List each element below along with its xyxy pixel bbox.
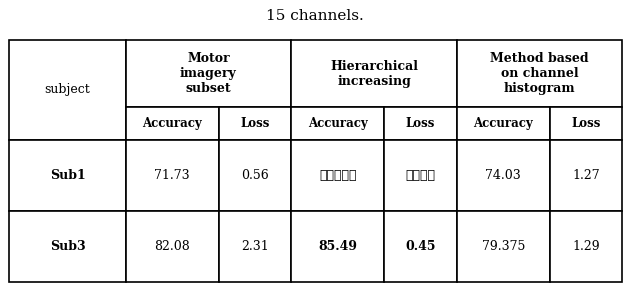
Bar [125, 211, 219, 282]
Text: 0.56: 0.56 [241, 169, 269, 182]
Text: Loss: Loss [240, 117, 270, 130]
Bar [384, 139, 457, 211]
Bar [384, 211, 457, 282]
Bar [125, 40, 291, 107]
Bar [9, 211, 125, 282]
Text: 71.73: 71.73 [154, 169, 190, 182]
Bar [219, 107, 291, 139]
Text: 79.375: 79.375 [482, 240, 525, 253]
Bar [550, 139, 622, 211]
Text: 82.08: 82.08 [154, 240, 190, 253]
Text: Motor
imagery
subset: Motor imagery subset [180, 52, 237, 95]
Bar [9, 139, 125, 211]
Text: 1.27: 1.27 [572, 169, 600, 182]
Text: Loss: Loss [571, 117, 601, 130]
Text: ٠،٤٢: ٠،٤٢ [406, 169, 435, 182]
Bar [291, 40, 457, 107]
Text: Method based
on channel
histogram: Method based on channel histogram [490, 52, 589, 95]
Bar [457, 107, 550, 139]
Text: 15 channels.: 15 channels. [266, 9, 364, 23]
Bar [125, 107, 219, 139]
Bar [291, 107, 384, 139]
Bar [550, 107, 622, 139]
Text: Accuracy: Accuracy [308, 117, 368, 130]
Text: Hierarchical
increasing: Hierarchical increasing [330, 60, 418, 88]
Text: 85.49: 85.49 [318, 240, 357, 253]
Bar [291, 211, 384, 282]
Bar [9, 40, 125, 139]
Bar [219, 211, 291, 282]
Bar [384, 107, 457, 139]
Bar [457, 139, 550, 211]
Text: 74.03: 74.03 [486, 169, 521, 182]
Text: Accuracy: Accuracy [474, 117, 533, 130]
Text: Sub3: Sub3 [50, 240, 86, 253]
Text: subject: subject [45, 84, 91, 96]
Text: 2.31: 2.31 [241, 240, 269, 253]
Bar [550, 211, 622, 282]
Text: Sub1: Sub1 [50, 169, 86, 182]
Bar [457, 40, 622, 107]
Bar [457, 211, 550, 282]
Bar [125, 139, 219, 211]
Text: Loss: Loss [406, 117, 435, 130]
Bar [291, 139, 384, 211]
Text: ١٤،٠٣: ١٤،٠٣ [319, 169, 357, 182]
Bar [219, 139, 291, 211]
Text: 1.29: 1.29 [572, 240, 600, 253]
Text: Accuracy: Accuracy [142, 117, 202, 130]
Text: 0.45: 0.45 [405, 240, 436, 253]
